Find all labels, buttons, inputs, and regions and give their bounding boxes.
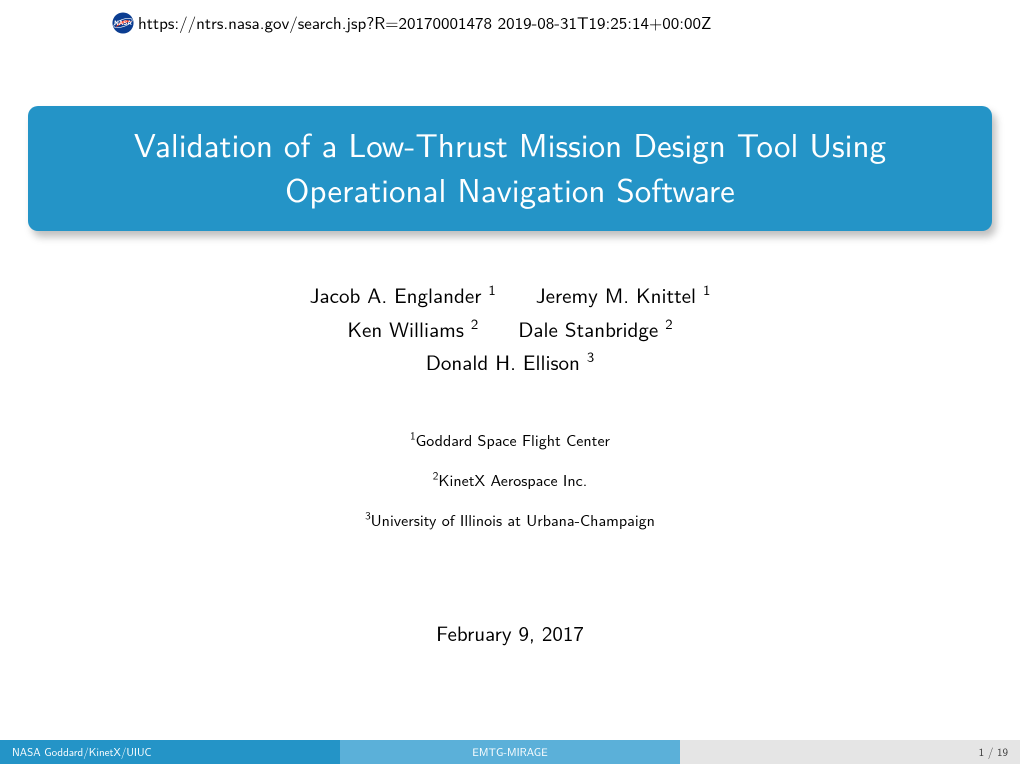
footer-mid-text: EMTG-MIRAGE <box>472 744 547 760</box>
author-2-sup: 1 <box>703 278 710 300</box>
author-4-sup: 2 <box>665 312 672 334</box>
footer-right-text: 1 / 19 <box>979 744 1008 760</box>
footer-left: NASA Goddard/KinetX/UIUC <box>0 740 340 764</box>
author-1-name: Jacob A. Englander <box>310 280 482 310</box>
affiliation-1: 1Goddard Space Flight Center <box>0 420 1020 460</box>
authors-row-3: Donald H. Ellison 3 <box>0 345 1020 379</box>
footer-right: 1 / 19 <box>680 740 1020 764</box>
svg-text:NASA: NASA <box>114 19 132 26</box>
affiliation-2: 2KinetX Aerospace Inc. <box>0 460 1020 500</box>
author-3-sup: 2 <box>471 312 478 334</box>
nasa-logo-icon: NASA <box>112 12 134 34</box>
footer-mid: EMTG-MIRAGE <box>340 740 680 764</box>
footer-left-text: NASA Goddard/KinetX/UIUC <box>12 744 152 760</box>
author-4-name: Dale Stanbridge <box>518 314 658 344</box>
date-text: February 9, 2017 <box>0 618 1020 648</box>
author-5-sup: 3 <box>587 345 594 367</box>
title-line-1: Validation of a Low-Thrust Mission Desig… <box>48 122 972 167</box>
header-url-bar: NASA https://ntrs.nasa.gov/search.jsp?R=… <box>112 10 711 35</box>
affiliation-3: 3University of Illinois at Urbana-Champa… <box>0 500 1020 540</box>
author-1-sup: 1 <box>488 278 495 300</box>
affiliations-block: 1Goddard Space Flight Center 2KinetX Aer… <box>0 420 1020 540</box>
title-banner: Validation of a Low-Thrust Mission Desig… <box>28 106 992 231</box>
author-5-name: Donald H. Ellison <box>426 347 580 377</box>
footer-bar: NASA Goddard/KinetX/UIUC EMTG-MIRAGE 1 /… <box>0 740 1020 764</box>
authors-row-2: Ken Williams 2 Dale Stanbridge 2 <box>0 312 1020 346</box>
authors-block: Jacob A. Englander 1 Jeremy M. Knittel 1… <box>0 278 1020 379</box>
author-2-name: Jeremy M. Knittel <box>536 280 696 310</box>
affiliation-1-text: Goddard Space Flight Center <box>416 428 610 451</box>
author-3-name: Ken Williams <box>347 314 463 344</box>
affiliation-2-text: KinetX Aerospace Inc. <box>438 468 587 491</box>
authors-row-1: Jacob A. Englander 1 Jeremy M. Knittel 1 <box>0 278 1020 312</box>
header-url-text: https://ntrs.nasa.gov/search.jsp?R=20170… <box>138 10 711 35</box>
affiliation-3-text: University of Illinois at Urbana-Champai… <box>371 508 655 531</box>
title-line-2: Operational Navigation Software <box>48 167 972 212</box>
